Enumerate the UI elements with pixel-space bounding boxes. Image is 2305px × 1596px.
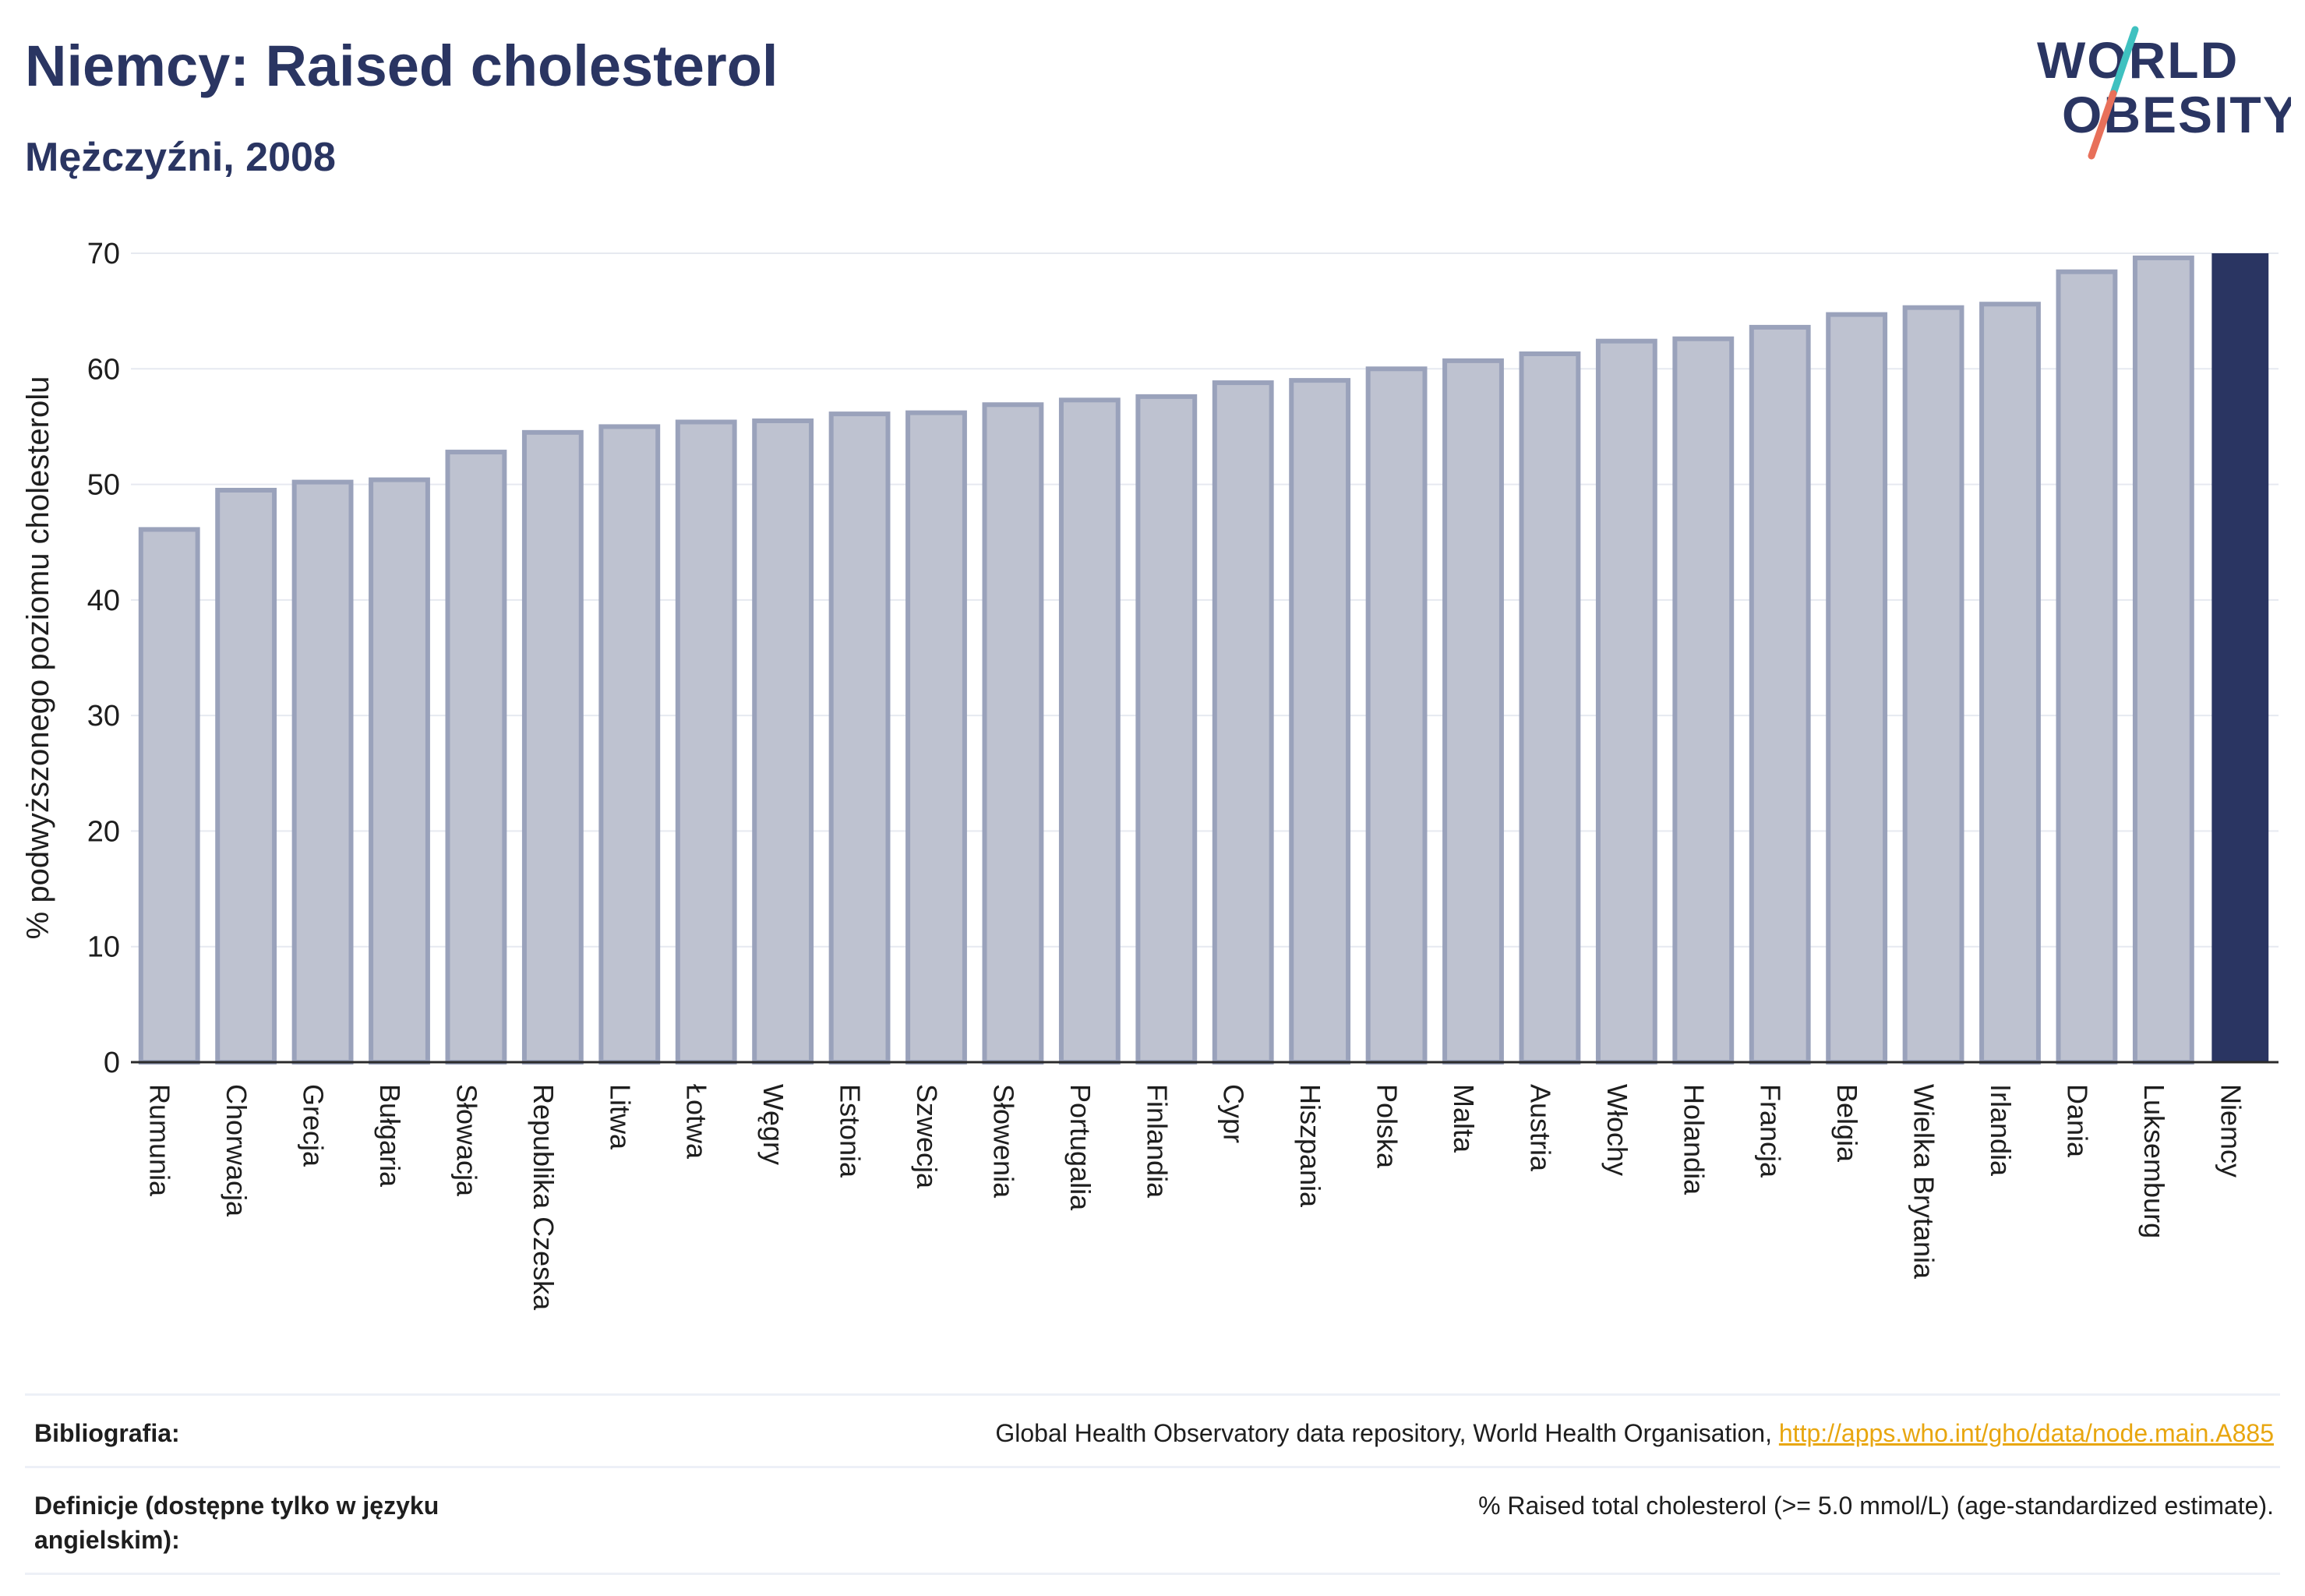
bar-highlight — [2211, 253, 2269, 1062]
reference-row-bibliography: Bibliografia: Global Health Observatory … — [25, 1393, 2280, 1466]
x-tick-label: Irlandia — [1985, 1084, 2017, 1177]
bar — [2056, 269, 2118, 1065]
reference-value: % Raised total cholesterol (>= 5.0 mmol/… — [1478, 1488, 2274, 1523]
bar — [138, 527, 200, 1065]
x-tick-label: Finlandia — [1141, 1084, 1173, 1199]
bar — [1749, 324, 1811, 1065]
bar — [1519, 351, 1581, 1065]
x-tick-label: Bułgaria — [374, 1084, 406, 1188]
x-tick-label: Grecja — [298, 1084, 330, 1167]
bar — [1979, 302, 2041, 1065]
bar — [369, 477, 430, 1065]
reference-row-definitions: Definicje (dostępne tylko w języku angie… — [25, 1466, 2280, 1575]
reference-label: Bibliografia: — [34, 1419, 180, 1447]
x-tick-label: Cypr — [1218, 1084, 1250, 1143]
x-tick-label: Wielka Brytania — [1908, 1084, 1940, 1280]
x-tick-label: Litwa — [604, 1084, 636, 1150]
bar — [828, 411, 891, 1065]
bar — [1442, 358, 1504, 1065]
bar — [521, 429, 584, 1065]
y-tick-label: 40 — [87, 584, 120, 617]
x-tick-label: Dania — [2061, 1084, 2093, 1158]
x-tick-label: Republika Czeska — [528, 1084, 559, 1311]
reference-value: Global Health Observatory data repositor… — [995, 1416, 2274, 1450]
x-tick-label: Polska — [1371, 1084, 1403, 1169]
y-tick-label: 30 — [87, 700, 120, 733]
bar — [445, 450, 507, 1065]
x-tick-label: Estonia — [835, 1084, 867, 1178]
bar — [1365, 366, 1428, 1065]
x-tick-label: Luksemburg — [2138, 1084, 2170, 1238]
logo-slash-bottom — [2088, 90, 2117, 160]
bar — [675, 419, 737, 1065]
y-tick-label: 70 — [87, 238, 120, 270]
x-tick-label: Węgry — [757, 1084, 789, 1165]
reference-text: % Raised total cholesterol (>= 5.0 mmol/… — [1478, 1492, 2274, 1520]
bar — [1135, 394, 1198, 1065]
x-tick-label: Malta — [1448, 1084, 1480, 1153]
x-tick-label: Łotwa — [681, 1084, 713, 1160]
x-tick-labels: Rumunia Chorwacja Grecja Bułgaria Słowacja Re… — [144, 1084, 2247, 1311]
x-tick-label: Francja — [1755, 1084, 1787, 1178]
y-tick-label: 10 — [87, 931, 120, 964]
chart-title: Niemcy: Raised cholesterol — [25, 34, 778, 98]
bar-chart: 0 10 20 30 40 50 60 70 Rumunia Chorwacja Grecja Bu… — [21, 238, 2279, 1311]
x-tick-label: Portugalia — [1064, 1084, 1096, 1211]
bar — [1902, 305, 1964, 1065]
x-tick-label: Belgia — [1831, 1084, 1863, 1163]
bars — [138, 253, 2269, 1065]
bar — [2132, 255, 2194, 1065]
bar — [1058, 397, 1121, 1065]
x-tick-label: Słowenia — [987, 1084, 1019, 1199]
x-tick-label: Holandia — [1678, 1084, 1710, 1195]
y-tick-label: 60 — [87, 353, 120, 386]
bar — [1595, 338, 1657, 1065]
y-tick-label: 20 — [87, 815, 120, 848]
bar — [905, 410, 967, 1065]
bar — [1672, 336, 1735, 1065]
x-tick-label: Hiszpania — [1294, 1084, 1326, 1208]
bar — [1289, 378, 1351, 1065]
bar — [1212, 380, 1274, 1065]
x-tick-label: Chorwacja — [221, 1084, 252, 1217]
x-tick-label: Szwecja — [911, 1084, 943, 1189]
x-tick-label: Włochy — [1601, 1084, 1633, 1176]
references-table: Bibliografia: Global Health Observatory … — [25, 1393, 2280, 1575]
y-tick-label: 0 — [104, 1047, 120, 1079]
x-tick-label: Rumunia — [144, 1084, 176, 1197]
bar — [752, 418, 814, 1065]
y-tick-labels: 0 10 20 30 40 50 60 70 — [87, 238, 120, 1079]
reference-link[interactable]: http://apps.who.int/gho/data/node.main.A… — [1778, 1419, 2274, 1447]
world-obesity-logo: WORLD OBESITY — [2037, 26, 2291, 160]
reference-label: Definicje (dostępne tylko w języku angie… — [34, 1492, 439, 1554]
reference-text: Global Health Observatory data repositor… — [995, 1419, 1779, 1447]
bar — [215, 487, 277, 1065]
x-tick-label: Niemcy — [2215, 1084, 2247, 1178]
y-axis-label: % podwyższonego poziomu cholesterolu — [21, 376, 55, 940]
bar — [1826, 312, 1888, 1065]
bar — [291, 479, 354, 1065]
bar — [982, 402, 1044, 1065]
x-tick-label: Słowacja — [450, 1084, 482, 1197]
y-tick-label: 50 — [87, 469, 120, 502]
x-tick-label: Austria — [1524, 1084, 1556, 1172]
logo-slash-top — [2109, 26, 2139, 97]
chart-subtitle: Mężczyźni, 2008 — [25, 135, 336, 180]
bar — [598, 424, 661, 1065]
logo-line1: WORLD — [2037, 31, 2239, 89]
